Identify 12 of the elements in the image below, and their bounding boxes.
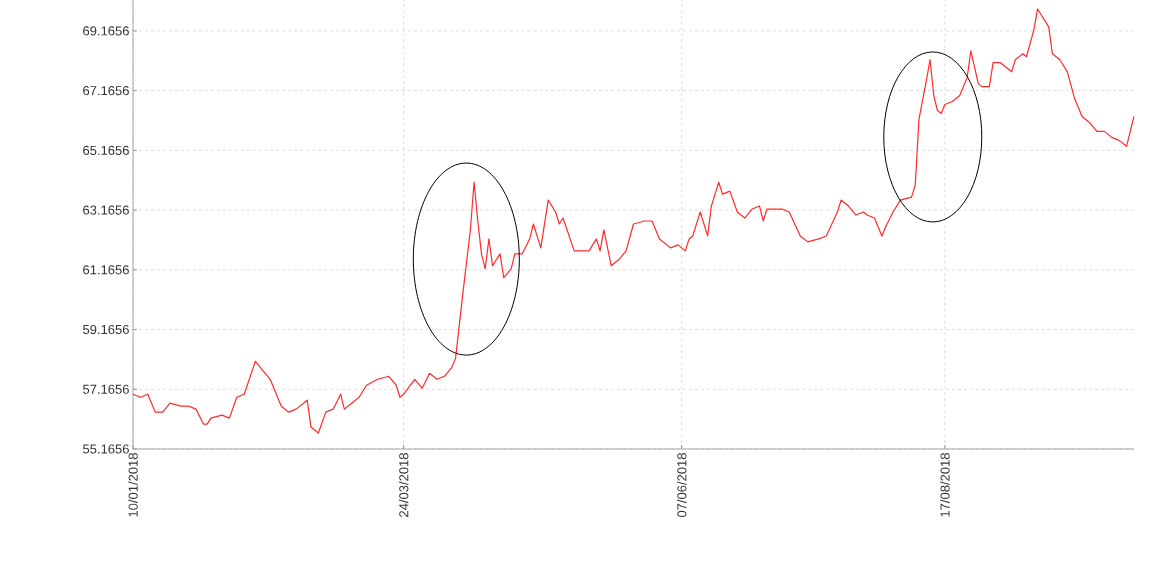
x-tick-label: 24/03/2018 xyxy=(398,453,409,517)
y-tick-label: 57.1656 xyxy=(83,384,129,394)
x-tick-label: 10/01/2018 xyxy=(128,453,138,517)
x-tick-label: 17/08/2018 xyxy=(940,453,950,517)
y-tick-label: 69.1656 xyxy=(83,26,129,36)
y-tick-label: 61.1656 xyxy=(83,265,129,275)
y-tick-label: 59.1656 xyxy=(83,324,129,335)
x-tick-label: 07/06/2018 xyxy=(676,453,687,518)
y-tick-label: 67.1656 xyxy=(83,86,129,96)
y-tick-label: 55.1656 xyxy=(83,444,129,454)
y-tick-label: 65.1656 xyxy=(83,145,129,155)
y-tick-label: 63.1656 xyxy=(83,205,129,215)
